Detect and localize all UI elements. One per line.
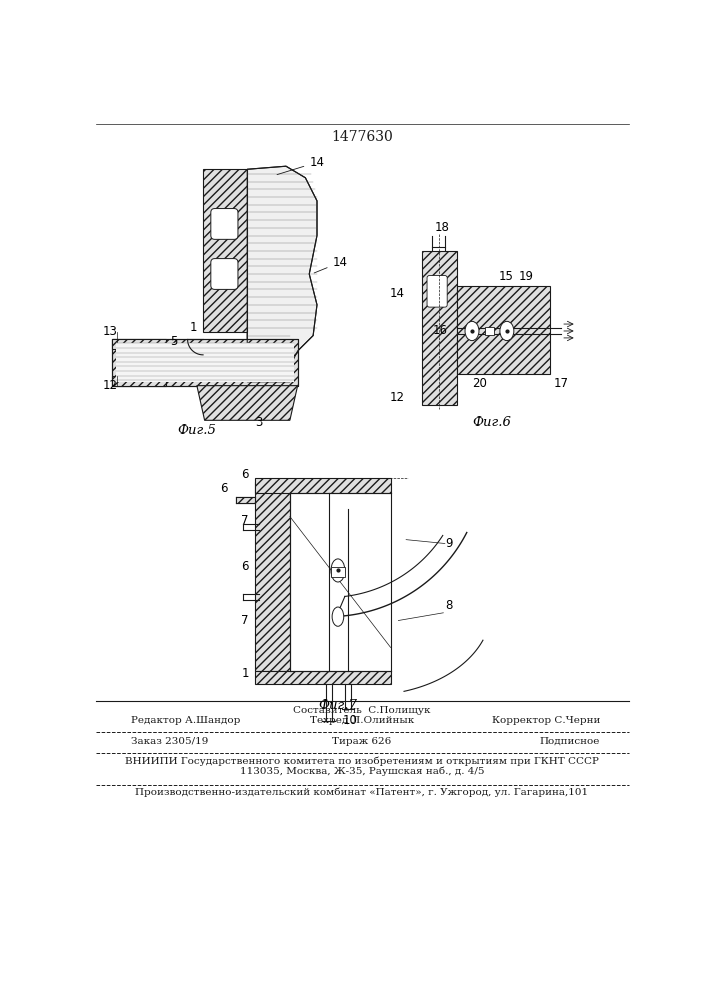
Text: 17: 17 [554,377,568,390]
Text: Фиг.6: Фиг.6 [472,416,511,429]
Text: 14: 14 [277,156,325,175]
Text: Тираж 626: Тираж 626 [332,737,392,746]
Text: 20: 20 [472,377,487,390]
Polygon shape [255,671,391,684]
Polygon shape [112,339,298,386]
Bar [331,567,345,577]
Text: 19: 19 [518,270,534,283]
Text: 113035, Москва, Ж-35, Раушская наб., д. 4/5: 113035, Москва, Ж-35, Раушская наб., д. … [240,767,484,776]
Polygon shape [112,339,166,349]
Text: 8: 8 [445,599,452,612]
Polygon shape [255,482,290,671]
Text: 1477630: 1477630 [331,130,393,144]
Text: Фиг.7: Фиг.7 [318,699,357,712]
Text: 15: 15 [499,270,514,283]
Text: 1: 1 [189,321,197,334]
Polygon shape [235,497,255,503]
Ellipse shape [331,559,345,582]
Polygon shape [115,343,293,382]
FancyBboxPatch shape [211,259,238,289]
FancyBboxPatch shape [211,209,238,239]
Text: 10: 10 [343,714,358,727]
Text: 18: 18 [435,221,450,234]
Text: 14: 14 [390,287,404,300]
Ellipse shape [332,607,344,626]
Polygon shape [255,478,391,493]
Polygon shape [421,251,457,405]
Text: 3: 3 [255,416,262,429]
Text: 13: 13 [103,325,117,338]
Text: 7: 7 [241,614,249,627]
Bar [485,327,494,335]
Text: Редактор А.Шандор: Редактор А.Шандор [131,716,240,725]
Polygon shape [197,386,298,420]
FancyBboxPatch shape [427,276,448,307]
Text: Корректор С.Черни: Корректор С.Черни [491,716,600,725]
Text: 16: 16 [432,324,448,337]
Ellipse shape [465,321,479,341]
Text: 14: 14 [314,256,348,273]
Polygon shape [457,286,549,374]
Text: 9: 9 [445,537,452,550]
Polygon shape [203,169,247,332]
Polygon shape [247,166,317,382]
Text: Заказ 2305/19: Заказ 2305/19 [131,737,209,746]
Ellipse shape [500,321,514,341]
Text: Техред Л.Олийнык: Техред Л.Олийнык [310,716,414,725]
Text: Подписное: Подписное [539,737,600,746]
Text: 6: 6 [241,468,249,481]
Text: Производственно-издательский комбинат «Патент», г. Ужгород, ул. Гагарина,101: Производственно-издательский комбинат «П… [135,788,588,797]
Text: 6: 6 [241,560,249,573]
Text: 12: 12 [103,379,117,392]
Text: 12: 12 [390,391,404,404]
Text: Составитель  С.Полищук: Составитель С.Полищук [293,706,431,715]
Text: 6: 6 [221,482,228,495]
Text: 5: 5 [170,335,177,348]
Text: 1: 1 [241,667,249,680]
Text: 7: 7 [241,514,249,527]
Text: Фиг.5: Фиг.5 [177,424,216,437]
Polygon shape [112,376,166,386]
Text: ВНИИПИ Государственного комитета по изобретениям и открытиям при ГКНТ СССР: ВНИИПИ Государственного комитета по изоб… [125,757,599,766]
